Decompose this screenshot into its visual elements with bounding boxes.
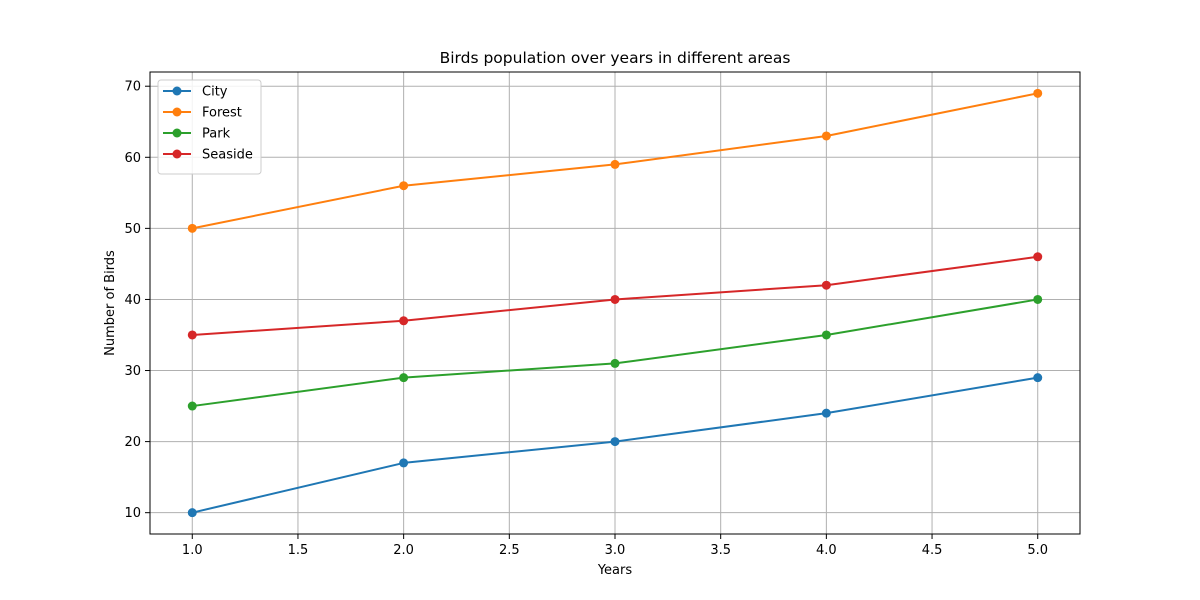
legend-label-park: Park bbox=[202, 127, 231, 142]
series-seaside bbox=[187, 252, 1043, 340]
y-tick-label: 30 bbox=[124, 364, 141, 379]
series-city bbox=[187, 373, 1043, 518]
y-tick-label: 20 bbox=[124, 435, 141, 450]
x-tick-label: 1.0 bbox=[182, 543, 203, 558]
data-point-seaside bbox=[399, 316, 409, 326]
data-point-city bbox=[821, 408, 831, 418]
x-tick-label: 1.5 bbox=[288, 543, 309, 558]
data-point-city bbox=[1033, 373, 1043, 383]
x-tick-label: 4.0 bbox=[816, 543, 837, 558]
data-point-seaside bbox=[187, 330, 197, 340]
data-point-seaside bbox=[821, 280, 831, 290]
y-tick-label: 50 bbox=[124, 222, 141, 237]
data-point-forest bbox=[821, 131, 831, 141]
data-point-park bbox=[399, 373, 409, 383]
y-tick-label: 70 bbox=[124, 80, 141, 95]
data-point-city bbox=[399, 458, 409, 468]
legend-label-seaside: Seaside bbox=[202, 148, 253, 163]
data-point-park bbox=[610, 358, 620, 368]
series-layer bbox=[187, 88, 1043, 518]
y-axis-label: Number of Birds bbox=[103, 250, 118, 356]
legend-label-forest: Forest bbox=[202, 106, 242, 121]
y-tick-label: 40 bbox=[124, 293, 141, 308]
data-point-forest bbox=[610, 159, 620, 169]
data-point-forest bbox=[399, 181, 409, 191]
legend: City Forest Park Seaside bbox=[157, 79, 262, 175]
data-point-seaside bbox=[1033, 252, 1043, 262]
chart-title: Birds population over years in different… bbox=[440, 49, 791, 67]
x-tick-label: 2.0 bbox=[393, 543, 414, 558]
data-point-park bbox=[1033, 294, 1043, 304]
data-point-park bbox=[187, 401, 197, 411]
x-tick-label: 5.0 bbox=[1027, 543, 1048, 558]
series-forest bbox=[187, 88, 1043, 233]
legend-marker-seaside bbox=[172, 149, 182, 159]
tick-layer: 1.0 1.5 2.0 2.5 3.0 3.5 4.0 4.5 5.0 10 20 30 40 50 60 7… bbox=[124, 80, 1048, 558]
x-tick-label: 4.5 bbox=[922, 543, 943, 558]
legend-box bbox=[157, 79, 262, 175]
y-tick-label: 10 bbox=[124, 506, 141, 521]
legend-marker-park bbox=[172, 128, 182, 138]
x-tick-label: 3.0 bbox=[605, 543, 626, 558]
series-park bbox=[187, 294, 1043, 411]
legend-marker-forest bbox=[172, 107, 182, 117]
x-axis-label: Years bbox=[597, 563, 633, 578]
y-tick-label: 60 bbox=[124, 151, 141, 166]
data-point-city bbox=[187, 508, 197, 518]
data-point-seaside bbox=[610, 294, 620, 304]
legend-marker-city bbox=[172, 86, 182, 96]
legend-label-city: City bbox=[202, 85, 228, 100]
data-point-forest bbox=[1033, 88, 1043, 98]
x-tick-label: 3.5 bbox=[710, 543, 731, 558]
data-point-park bbox=[821, 330, 831, 340]
data-point-city bbox=[610, 437, 620, 447]
data-point-forest bbox=[187, 223, 197, 233]
x-tick-label: 2.5 bbox=[499, 543, 520, 558]
